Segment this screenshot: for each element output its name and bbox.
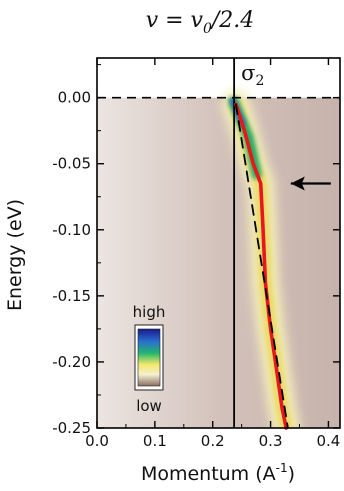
plot-frame — [96, 57, 341, 429]
y-tick-label: -0.25 — [52, 419, 91, 437]
x-tick-label: 0.1 — [143, 432, 167, 450]
plot-area — [97, 58, 340, 428]
arrow-head — [290, 176, 305, 191]
panel-label-sub: 2 — [255, 73, 264, 89]
x-axis-label-sup: -1 — [276, 461, 288, 475]
panel-label: σ2 — [241, 61, 264, 89]
y-axis-label: Energy (eV) — [4, 199, 26, 311]
x-axis-label-tail: ) — [288, 463, 295, 485]
y-tick-label: 0.00 — [58, 89, 91, 107]
bare-band-dashed-line — [235, 103, 289, 429]
colorbar-gradient — [137, 328, 161, 387]
y-tick-label: -0.05 — [52, 155, 91, 173]
y-tick-label: -0.20 — [52, 353, 91, 371]
x-axis-label: Momentum (A-1) — [141, 461, 295, 485]
y-tick-label: -0.10 — [52, 221, 91, 239]
x-tick-label: 0.3 — [259, 432, 283, 450]
colorbar: high low — [133, 303, 166, 415]
dispersion-red-line — [234, 102, 288, 430]
x-tick-label: 0.0 — [85, 432, 109, 450]
colorbar-low-label: low — [136, 397, 162, 415]
title-tail: /2.4 — [210, 8, 254, 33]
colorbar-high-label: high — [133, 303, 166, 321]
y-tick-label: -0.15 — [52, 287, 91, 305]
above-fermi-region — [97, 58, 340, 98]
title-main: v = v — [146, 8, 204, 33]
title-sub: 0 — [203, 21, 212, 37]
x-tick-label: 0.2 — [201, 432, 225, 450]
panel-label-main: σ — [241, 61, 255, 85]
x-axis-label-main: Momentum (A — [141, 463, 276, 485]
x-tick-label: 0.4 — [316, 432, 340, 450]
plot-background — [97, 58, 340, 428]
chart-title: v = v0/2.4 — [146, 8, 255, 37]
